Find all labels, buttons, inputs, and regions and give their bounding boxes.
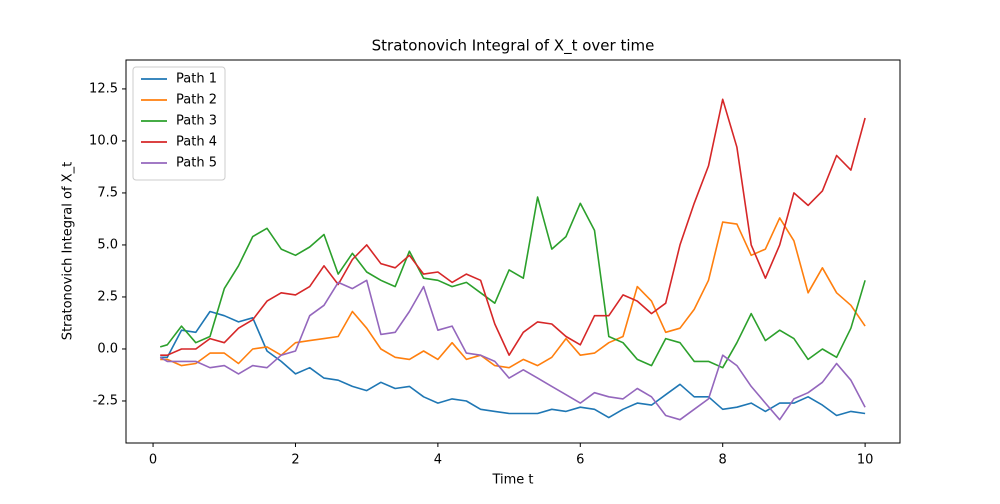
x-tick-label: 8: [719, 453, 727, 468]
legend-label: Path 4: [176, 135, 217, 150]
legend-label: Path 3: [176, 114, 217, 129]
x-axis-label: Time t: [491, 473, 533, 488]
legend-box: [132, 66, 226, 181]
x-tick-label: 4: [434, 453, 442, 468]
y-tick-label: 10.0: [89, 133, 118, 148]
series-line: [160, 98, 866, 356]
x-tick-label: 6: [576, 453, 584, 468]
legend: Path 1 Path 2 Path 3 Path 4 Path 5: [132, 66, 226, 181]
y-tick-label: 2.5: [97, 289, 118, 304]
series-line: [160, 217, 866, 369]
chart-title: Stratonovich Integral of X_t over time: [372, 37, 655, 56]
y-axis-label: Stratonovich Integral of X_t: [61, 162, 76, 340]
y-tick-label: 5.0: [97, 237, 118, 252]
x-tick-label: 2: [291, 453, 299, 468]
legend-label: Path 5: [176, 156, 217, 171]
x-tick-label: 0: [149, 453, 157, 468]
y-tick-label: 12.5: [89, 81, 118, 96]
y-tick-label: 7.5: [97, 185, 118, 200]
legend-label: Path 2: [176, 93, 217, 108]
series-line: [159, 279, 866, 421]
y-tick-label: 0.0: [97, 341, 118, 356]
series-line: [160, 310, 866, 419]
plot-frame: [125, 59, 901, 444]
series-line: [159, 196, 866, 369]
x-tick-label: 10: [857, 453, 874, 468]
y-tick-label: -2.5: [93, 393, 118, 408]
legend-label: Path 1: [176, 72, 217, 87]
